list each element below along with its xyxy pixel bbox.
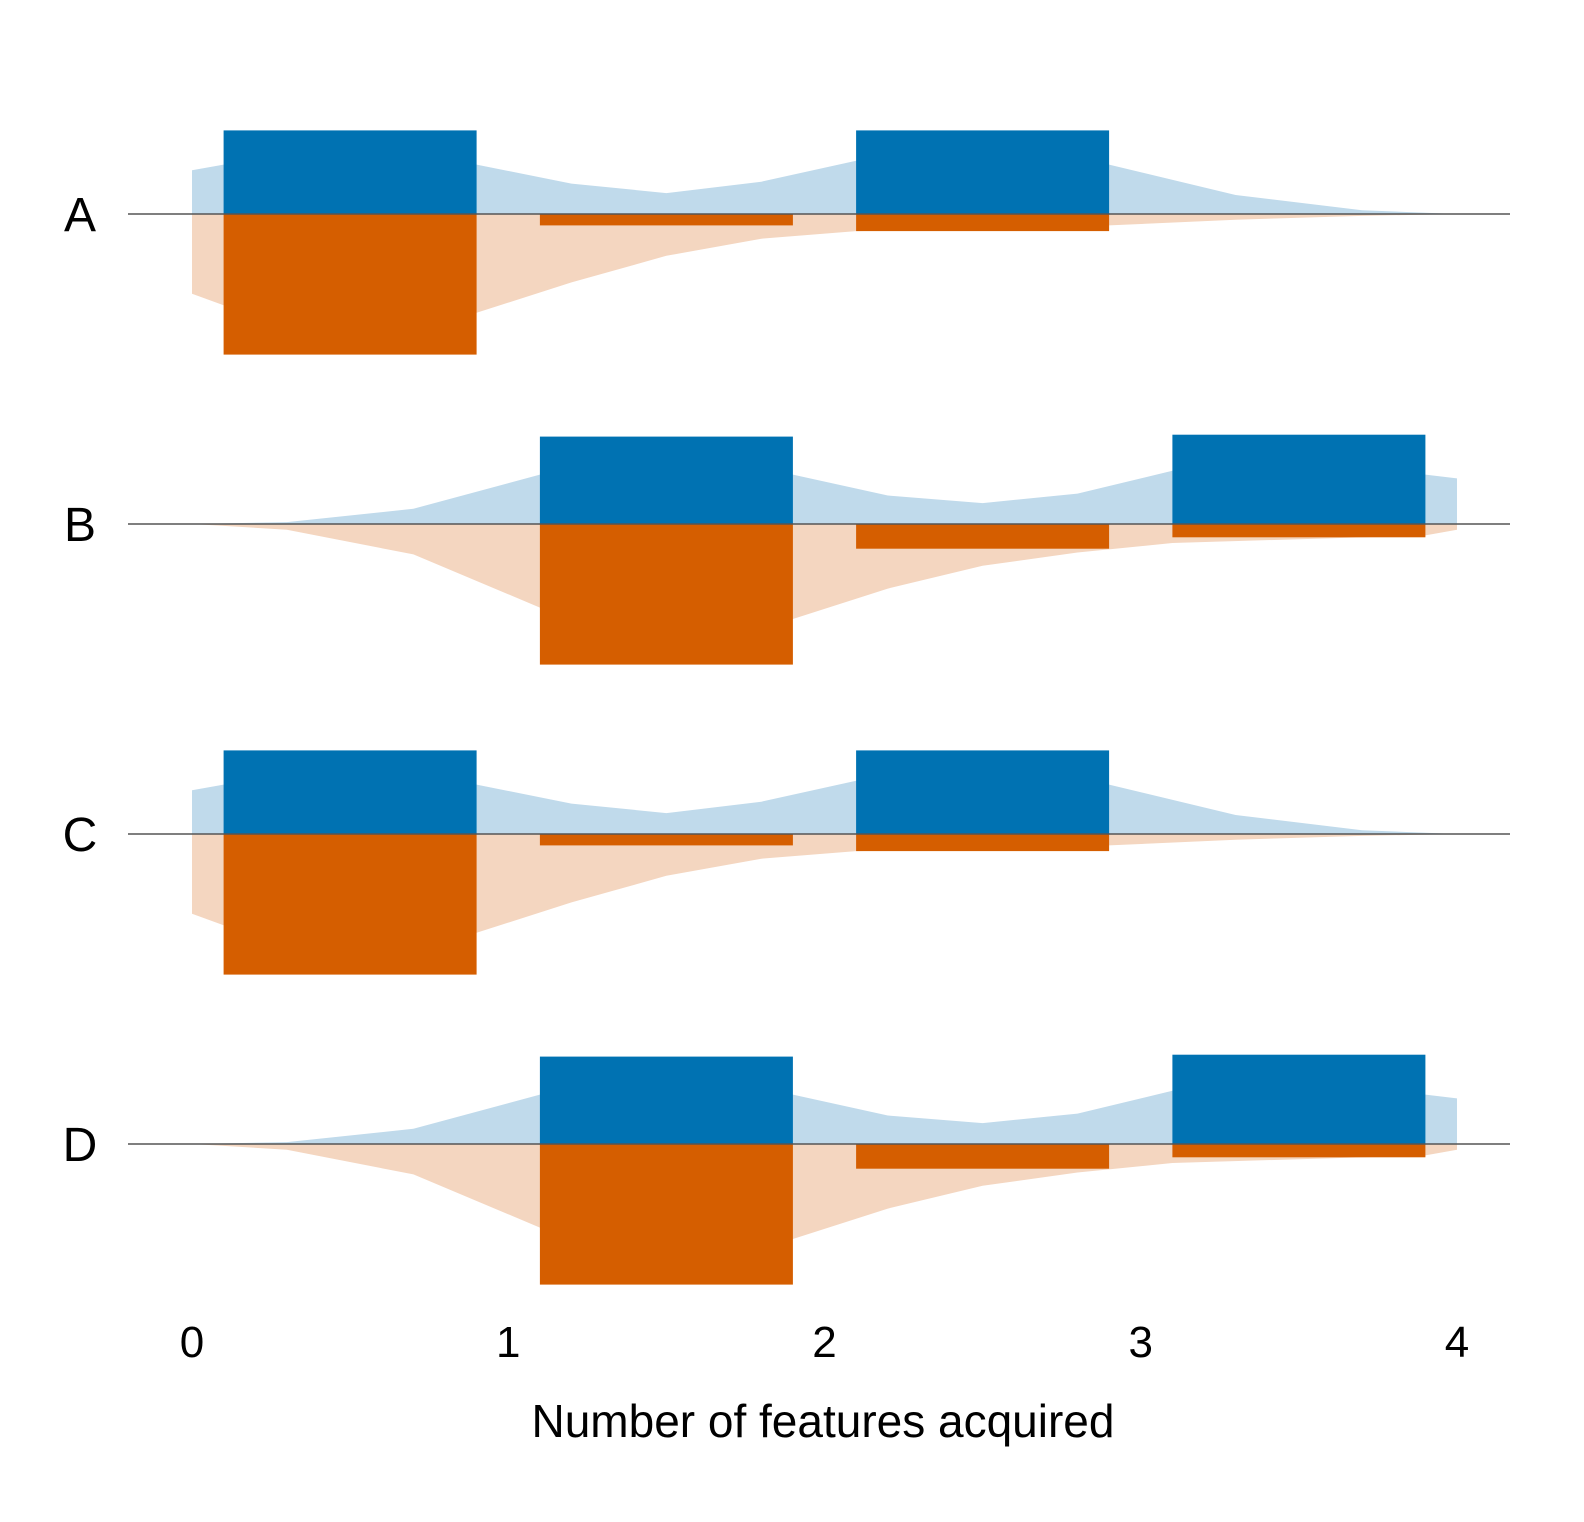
bar-up-a-0 <box>223 130 477 214</box>
bar-down-d-2 <box>1172 1144 1426 1158</box>
density-area-down-b <box>192 524 1457 619</box>
x-tick-label: 4 <box>1445 1318 1469 1367</box>
row-label: B <box>64 499 96 552</box>
bar-down-b-1 <box>856 524 1110 549</box>
bar-down-c-2 <box>856 834 1110 852</box>
bar-down-b-2 <box>1172 524 1426 538</box>
bar-down-b-0 <box>539 524 793 665</box>
x-tick-label: 2 <box>812 1318 836 1367</box>
bar-down-d-0 <box>539 1144 793 1285</box>
density-area-up-c <box>192 780 1457 834</box>
density-area-up-b <box>192 470 1457 524</box>
density-area-down-a <box>192 214 1457 313</box>
row-c: C <box>63 750 1510 975</box>
x-tick-label: 1 <box>496 1318 520 1367</box>
row-label: A <box>64 189 96 242</box>
bar-down-a-0 <box>223 214 477 355</box>
bar-down-a-2 <box>856 214 1110 232</box>
bar-up-d-2 <box>1172 1054 1426 1144</box>
row-b: B <box>64 434 1510 665</box>
bar-down-d-1 <box>856 1144 1110 1169</box>
x-axis-title: Number of features acquired <box>532 1395 1115 1447</box>
bar-up-b-0 <box>539 436 793 524</box>
density-area-down-d <box>192 1144 1457 1239</box>
row-label: D <box>63 1119 98 1172</box>
bar-down-c-1 <box>539 834 793 846</box>
bar-up-c-0 <box>223 750 477 834</box>
bar-up-a-2 <box>856 130 1110 214</box>
row-d: D <box>63 1054 1510 1285</box>
density-area-up-d <box>192 1090 1457 1144</box>
bar-up-c-2 <box>856 750 1110 834</box>
row-label: C <box>63 809 98 862</box>
x-axis: 0 1 2 3 4 <box>180 1318 1469 1367</box>
bar-up-d-0 <box>539 1056 793 1144</box>
row-a: A <box>64 130 1510 355</box>
bar-down-a-1 <box>539 214 793 226</box>
x-tick-label: 0 <box>180 1318 204 1367</box>
density-area-down-c <box>192 834 1457 933</box>
bar-down-c-0 <box>223 834 477 975</box>
x-tick-label: 3 <box>1129 1318 1153 1367</box>
plot-area: A B C D <box>63 130 1510 1285</box>
density-area-up-a <box>192 160 1457 214</box>
bar-up-b-2 <box>1172 434 1426 524</box>
